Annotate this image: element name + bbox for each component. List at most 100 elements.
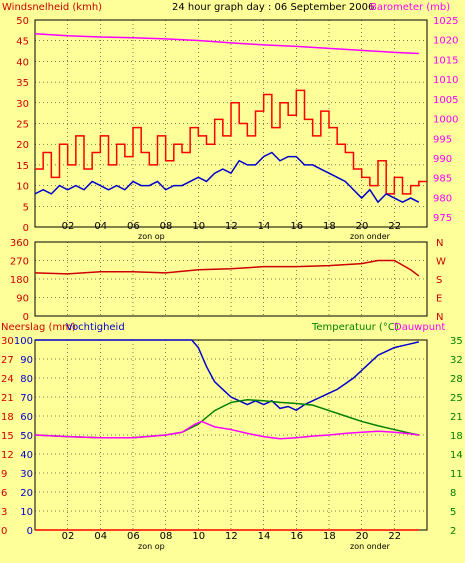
series-direction xyxy=(34,259,420,277)
y2-tick-label: 1005 xyxy=(433,95,458,106)
y-tick-label: 40 xyxy=(16,57,29,68)
chart-marks: 0510152025303540455097598098599099510001… xyxy=(1,16,463,537)
temperature-tick-label: 25 xyxy=(450,393,463,404)
y-tick-label: 10 xyxy=(16,182,29,193)
y2-tick-label: 985 xyxy=(433,174,452,185)
barometer-axis-label: Barometer (mb) xyxy=(370,2,450,13)
temperature-tick-label: 11 xyxy=(450,469,463,480)
temperature-tick-label: 35 xyxy=(450,336,463,347)
temperature-tick-label: 18 xyxy=(450,431,463,442)
humidity-tick-label: 90 xyxy=(20,355,33,366)
humidity-axis-label: Vochtigheid xyxy=(66,322,125,333)
sunrise-label-bottom: zon op xyxy=(138,542,165,551)
compass-tick-label: E xyxy=(436,294,442,305)
rain-tick-label: 30 xyxy=(1,336,14,347)
humidity-tick-label: 60 xyxy=(20,412,33,423)
y2-tick-label: 1020 xyxy=(433,36,458,47)
rain-tick-label: 15 xyxy=(1,431,14,442)
x-tick-label: 10 xyxy=(192,221,205,232)
humidity-tick-label: 100 xyxy=(14,336,33,347)
wind-axis-label: Windsnelheid (kmh) xyxy=(2,2,102,13)
x-tick-label: 14 xyxy=(258,221,271,232)
temperature-tick-label: 21 xyxy=(450,412,463,423)
y2-tick-label: 975 xyxy=(433,213,452,224)
y-tick-label: 360 xyxy=(10,238,29,249)
humidity-tick-label: 70 xyxy=(20,393,33,404)
y-tick-label: 5 xyxy=(23,202,29,213)
series-humidity xyxy=(35,339,420,412)
x-tick-label: 20 xyxy=(356,221,369,232)
x-tick-label: 10 xyxy=(192,531,205,542)
y-tick-label: 180 xyxy=(10,275,29,286)
rain-tick-label: 21 xyxy=(1,393,14,404)
rain-tick-label: 24 xyxy=(1,374,14,385)
humidity-tick-label: 40 xyxy=(20,450,33,461)
temperature-tick-label: 14 xyxy=(450,450,463,461)
x-tick-label: 08 xyxy=(160,221,173,232)
compass-tick-label: W xyxy=(436,257,446,268)
x-tick-label: 12 xyxy=(225,531,238,542)
humidity-tick-label: 0 xyxy=(27,526,33,537)
rain-tick-label: 18 xyxy=(1,412,14,423)
x-tick-label: 22 xyxy=(388,531,401,542)
compass-tick-label: N xyxy=(436,238,443,249)
y-tick-label: 0 xyxy=(23,312,29,323)
temperature-tick-label: 8 xyxy=(450,488,456,499)
x-ticks-bottom: 02 04 06 08 10 12 14 16 18 20 22 xyxy=(62,531,401,542)
x-tick-label: 14 xyxy=(258,531,271,542)
y2-tick-label: 1000 xyxy=(433,115,458,126)
y2-tick-label: 990 xyxy=(433,154,452,165)
humidity-tick-label: 50 xyxy=(20,431,33,442)
x-tick-label: 02 xyxy=(62,531,75,542)
y2-tick-label: 980 xyxy=(433,193,452,204)
dewpoint-axis-label: Dauwpunt xyxy=(394,322,445,333)
x-tick-label: 18 xyxy=(323,221,336,232)
chart-title: 24 hour graph day : 06 September 2006 xyxy=(172,2,374,13)
rain-tick-label: 12 xyxy=(1,450,14,461)
x-tick-label: 20 xyxy=(356,531,369,542)
compass-tick-label: N xyxy=(436,312,443,323)
rain-tick-label: 3 xyxy=(1,507,7,518)
x-tick-label: 16 xyxy=(290,531,303,542)
temperature-axis-label: Temperatuur (°C) xyxy=(311,322,399,333)
rain-tick-label: 6 xyxy=(1,488,7,499)
y-tick-label: 50 xyxy=(16,16,29,27)
sunset-label: zon onder xyxy=(350,232,391,241)
rain-axis-label: Neerslag (mm) xyxy=(1,322,76,333)
rain-tick-label: 0 xyxy=(1,526,7,537)
series-gust xyxy=(35,89,427,195)
humidity-tick-label: 10 xyxy=(20,507,33,518)
x-tick-label: 04 xyxy=(94,221,107,232)
y-tick-label: 20 xyxy=(16,140,29,151)
series-dewpoint xyxy=(34,420,419,440)
compass-tick-label: S xyxy=(436,275,442,286)
y2-tick-label: 1010 xyxy=(433,75,458,86)
x-tick-label: 06 xyxy=(127,221,140,232)
x-tick-label: 08 xyxy=(160,531,173,542)
y-tick-label: 0 xyxy=(23,223,29,234)
humidity-tick-label: 80 xyxy=(20,374,33,385)
temperature-tick-label: 32 xyxy=(450,355,463,366)
humidity-tick-label: 20 xyxy=(20,488,33,499)
series-avg xyxy=(34,151,420,204)
y2-tick-label: 1015 xyxy=(433,55,458,66)
x-tick-label: 12 xyxy=(225,221,238,232)
y-tick-label: 45 xyxy=(16,37,29,48)
sunrise-label: zon op xyxy=(138,232,165,241)
y-tick-label: 30 xyxy=(16,99,29,110)
temperature-tick-label: 5 xyxy=(450,507,456,518)
rain-tick-label: 9 xyxy=(1,469,7,480)
x-tick-label: 22 xyxy=(388,221,401,232)
x-tick-label: 16 xyxy=(290,221,303,232)
x-tick-label: 04 xyxy=(94,531,107,542)
temperature-tick-label: 28 xyxy=(450,374,463,385)
y2-tick-label: 995 xyxy=(433,134,452,145)
y-tick-label: 15 xyxy=(16,161,29,172)
x-tick-label: 18 xyxy=(323,531,336,542)
y-tick-label: 270 xyxy=(10,257,29,268)
temperature-tick-label: 2 xyxy=(450,526,456,537)
x-ticks-top: 02 04 06 08 10 12 14 16 18 20 22 xyxy=(62,221,401,232)
y2-tick-label: 1025 xyxy=(433,16,458,27)
y-tick-label: 25 xyxy=(16,120,29,131)
